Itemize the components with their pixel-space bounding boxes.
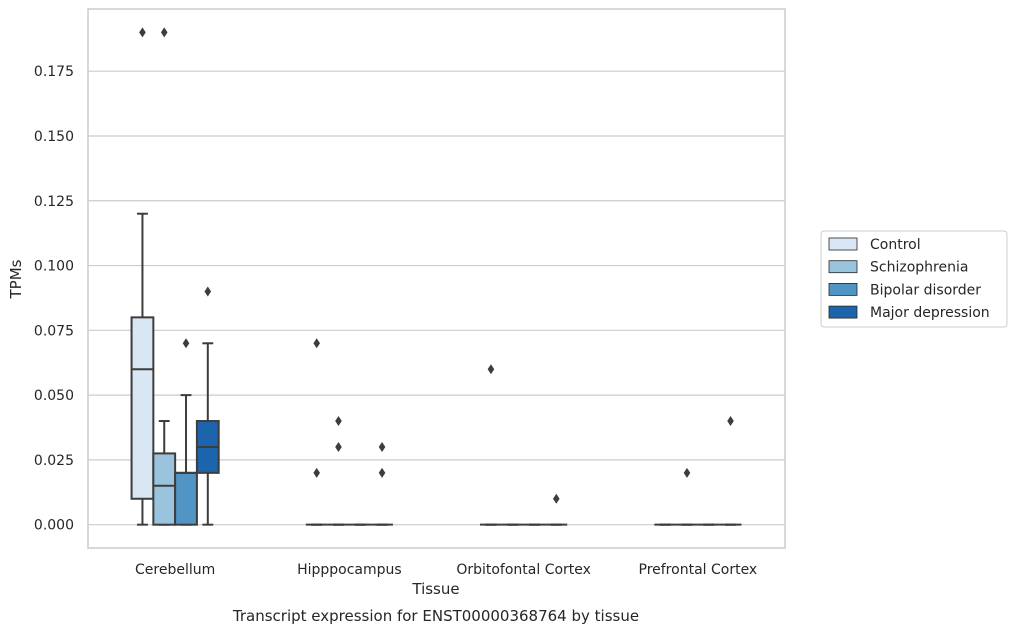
x-tick-labels: Cerebellum Hipppocampus Orbitofontal Corte… xyxy=(135,562,757,578)
outlier-point xyxy=(335,416,342,427)
box-body xyxy=(130,316,155,500)
legend-swatch xyxy=(828,282,858,296)
legend-label: Schizophrenia xyxy=(870,260,968,276)
legend-frame xyxy=(820,230,1008,328)
box-1-0 xyxy=(305,338,328,526)
y-tick-label: 0.100 xyxy=(34,259,74,275)
outlier-point xyxy=(204,286,212,297)
y-tick-labels: 0.000 0.025 0.050 0.075 0.100 0.125 0.150 0.175 xyxy=(34,64,74,533)
y-tick-label: 0.025 xyxy=(34,453,74,469)
y-tick-label: 0.125 xyxy=(34,194,74,210)
x-tick-label: Hipppocampus xyxy=(297,562,402,578)
outlier-point xyxy=(487,364,495,375)
y-tick-label: 0.075 xyxy=(34,323,74,339)
x-axis-label: Tissue xyxy=(411,580,459,598)
y-tick-label: 0.150 xyxy=(34,129,74,145)
outlier-point xyxy=(378,441,386,452)
x-tick-label: Cerebellum xyxy=(135,562,215,578)
y-tick-label: 0.000 xyxy=(34,518,74,534)
outlier-point xyxy=(378,467,386,478)
box-series xyxy=(130,27,742,526)
legend: Control Schizophrenia Bipolar disorder Majo… xyxy=(820,230,1008,328)
outlier-point xyxy=(160,27,168,38)
outlier-point xyxy=(139,27,146,38)
box-2-0 xyxy=(480,364,502,526)
legend-swatch xyxy=(828,237,858,251)
outlier-point xyxy=(182,338,190,349)
legend-label: Bipolar disorder xyxy=(870,282,981,298)
x-tick-label: Prefrontal Cortex xyxy=(639,562,758,578)
legend-swatch xyxy=(828,305,858,319)
plot-area xyxy=(87,8,786,549)
x-tick-label: Orbitofontal Cortex xyxy=(456,562,591,578)
box-3-3 xyxy=(719,416,742,526)
box-1-1 xyxy=(327,416,350,526)
legend-label: Control xyxy=(870,237,921,253)
outlier-point xyxy=(335,441,342,452)
outlier-point xyxy=(552,493,560,504)
box-0-2 xyxy=(174,338,198,526)
y-tick-label: 0.050 xyxy=(34,388,74,404)
outlier-point xyxy=(727,416,734,427)
box-0-3 xyxy=(195,286,220,526)
box-0-0 xyxy=(130,27,155,526)
box-1-3 xyxy=(371,441,393,526)
box-2-3 xyxy=(545,493,568,526)
y-axis-label: TPMs xyxy=(7,259,25,299)
chart-title: Transcript expression for ENST0000036876… xyxy=(232,607,639,625)
box-3-1 xyxy=(676,467,698,526)
outlier-point xyxy=(313,338,321,349)
box-body xyxy=(174,471,198,526)
outlier-point xyxy=(313,467,321,478)
y-tick-label: 0.175 xyxy=(34,64,74,80)
legend-label: Major depression xyxy=(870,305,990,321)
box-body xyxy=(152,452,177,526)
outlier-point xyxy=(683,467,691,478)
legend-swatch xyxy=(828,260,858,274)
box-0-1 xyxy=(152,27,177,526)
